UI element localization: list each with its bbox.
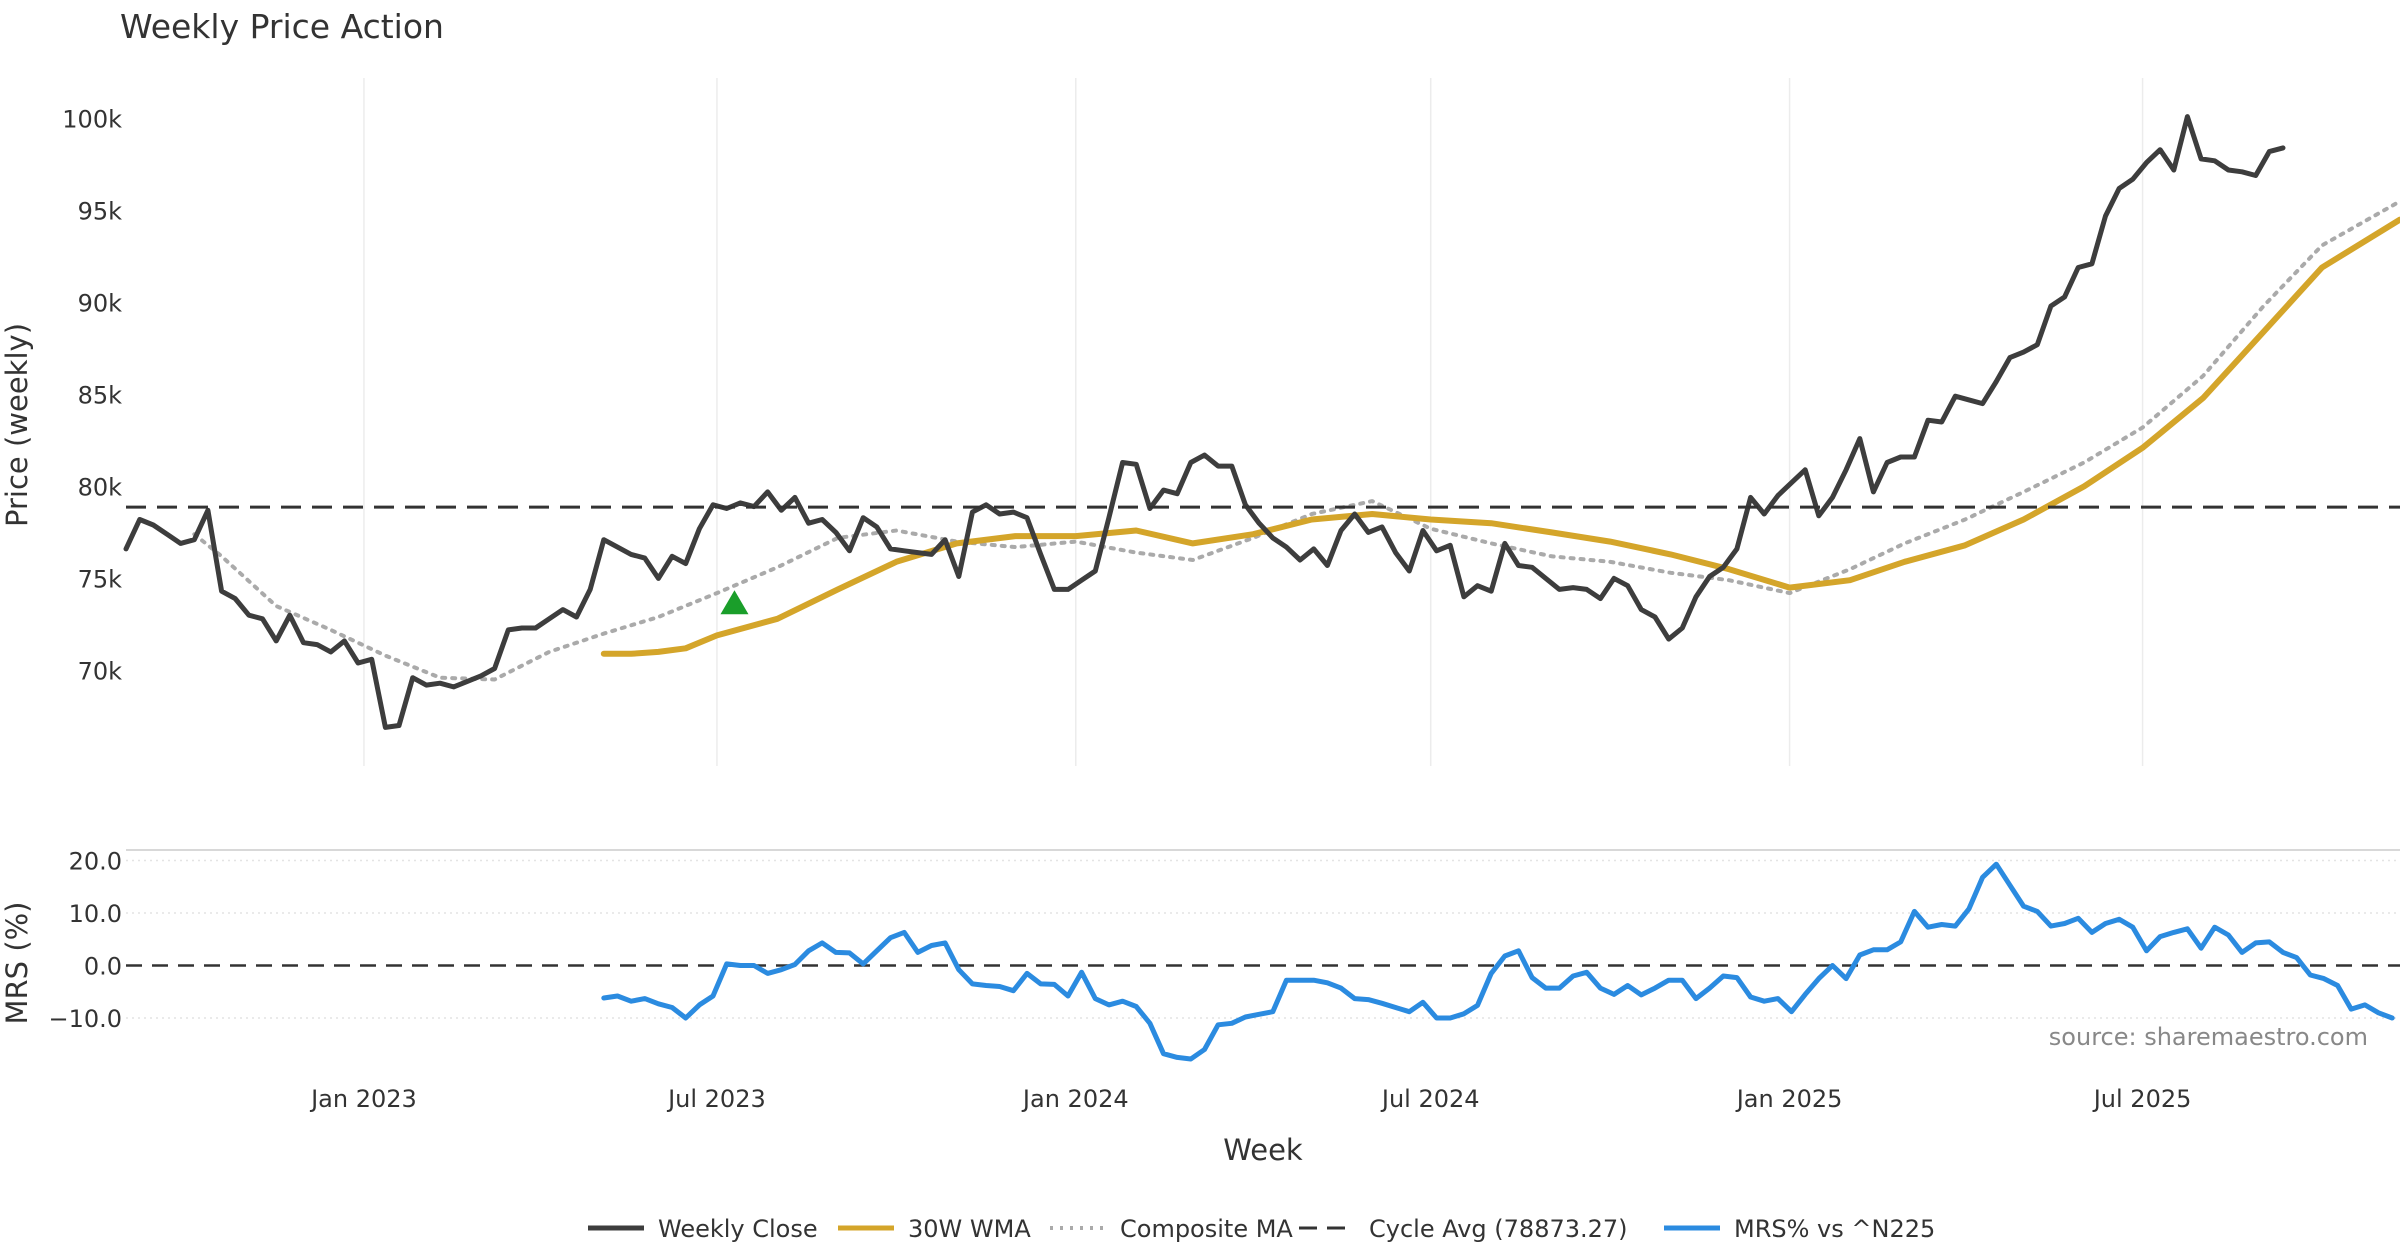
- legend-label: Cycle Avg (78873.27): [1369, 1215, 1628, 1243]
- main-y-tick-label: 75k: [78, 565, 123, 593]
- x-axis-label: Week: [1223, 1133, 1303, 1167]
- series-line-30w-wma: [600, 216, 2400, 657]
- main-y-tick-label: 95k: [78, 197, 123, 225]
- legend-item: Weekly Close: [588, 1215, 818, 1243]
- chart-title: Weekly Price Action: [120, 7, 444, 46]
- buy-signal-marker: [720, 590, 749, 615]
- legend-item: Cycle Avg (78873.27): [1299, 1215, 1628, 1243]
- main-y-axis-label: Price (weekly): [0, 323, 34, 527]
- mrs-y-tick-labels: −10.0 0.0 10.0 20.0: [48, 848, 122, 1034]
- main-y-tick-labels: 70k 75k 80k 85k 90k 95k 100k: [62, 105, 122, 685]
- main-y-tick-label: 70k: [78, 657, 123, 685]
- series-line-composite-ma: [192, 199, 2400, 682]
- mrs-y-axis-label: MRS (%): [0, 902, 34, 1025]
- legend-label: Weekly Close: [658, 1215, 818, 1243]
- source-annotation: source: sharemaestro.com: [2049, 1023, 2368, 1051]
- legend-item: 30W WMA: [838, 1215, 1031, 1243]
- legend-label: MRS% vs ^N225: [1734, 1215, 1935, 1243]
- legend-item: MRS% vs ^N225: [1664, 1215, 1935, 1243]
- x-tick-label: Jul 2025: [2092, 1085, 2192, 1113]
- mrs-gridlines: [126, 859, 2400, 1019]
- x-tick-label: Jan 2024: [1021, 1085, 1129, 1113]
- series-line-weekly-close: [123, 114, 2286, 730]
- series-line-mrs: [601, 861, 2395, 1062]
- x-tick-label: Jul 2024: [1380, 1085, 1480, 1113]
- mrs-y-tick-label: −10.0: [48, 1005, 122, 1033]
- mrs-y-tick-label: 10.0: [69, 900, 122, 928]
- legend-label: Composite MA: [1120, 1215, 1293, 1243]
- legend: Weekly Close 30W WMA Composite MA Cycle Avg…: [588, 1215, 1935, 1243]
- legend-item: Composite MA: [1050, 1215, 1293, 1243]
- mrs-y-tick-label: 0.0: [84, 953, 122, 981]
- mrs-y-tick-label: 20.0: [69, 848, 122, 876]
- x-tick-label: Jul 2023: [666, 1085, 766, 1113]
- main-y-tick-label: 80k: [78, 473, 123, 501]
- x-tick-labels: Jan 2023 Jul 2023 Jan 2024 Jul 2024 Jan 2025…: [309, 1085, 2191, 1113]
- main-markers-layer: [720, 590, 749, 615]
- main-series-layer: [123, 114, 2400, 730]
- legend-label: 30W WMA: [908, 1215, 1031, 1243]
- mrs-series-layer: [601, 861, 2395, 1062]
- x-tick-label: Jan 2025: [1735, 1085, 1843, 1113]
- main-gridlines: [363, 78, 2144, 766]
- main-y-tick-label: 100k: [62, 105, 122, 133]
- main-y-tick-label: 85k: [78, 381, 123, 409]
- x-tick-label: Jan 2023: [309, 1085, 417, 1113]
- main-y-tick-label: 90k: [78, 289, 123, 317]
